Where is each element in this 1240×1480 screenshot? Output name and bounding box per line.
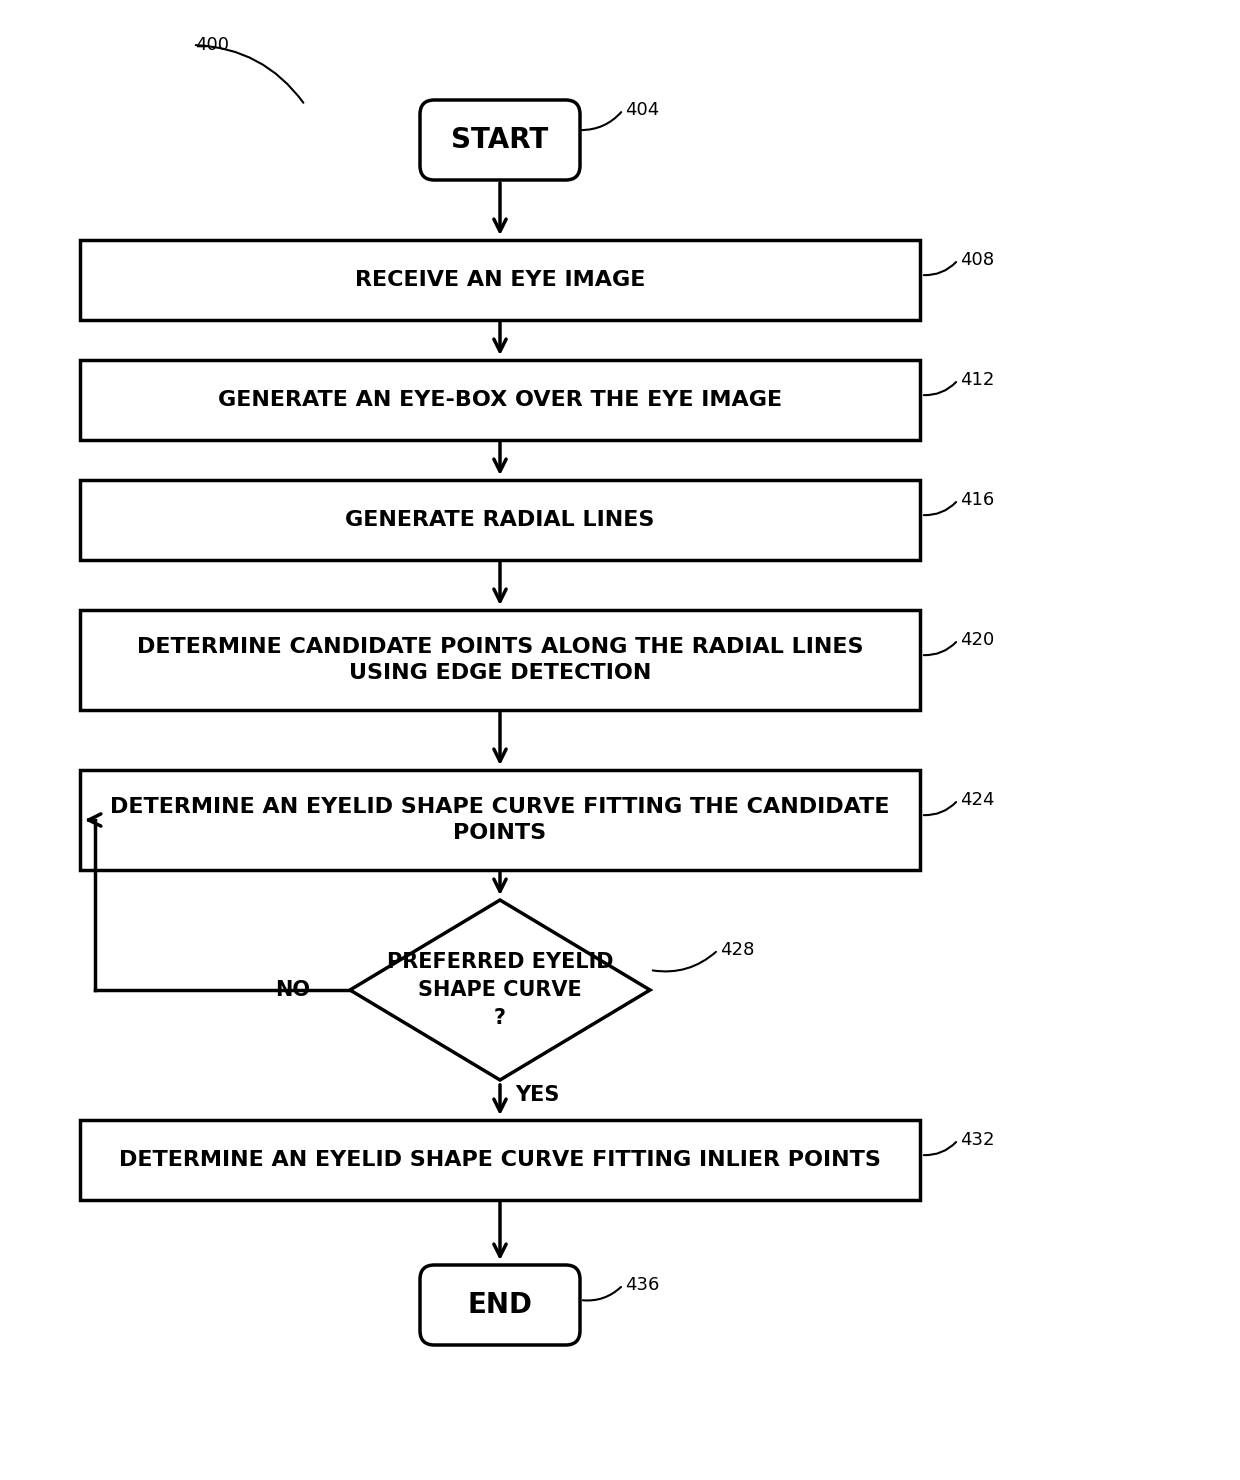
- Text: NO: NO: [275, 980, 310, 1000]
- FancyBboxPatch shape: [420, 1265, 580, 1345]
- Text: END: END: [467, 1291, 532, 1319]
- FancyBboxPatch shape: [420, 101, 580, 181]
- Text: DETERMINE AN EYELID SHAPE CURVE FITTING INLIER POINTS: DETERMINE AN EYELID SHAPE CURVE FITTING …: [119, 1150, 880, 1171]
- Polygon shape: [350, 900, 650, 1080]
- Text: GENERATE RADIAL LINES: GENERATE RADIAL LINES: [345, 511, 655, 530]
- Text: 408: 408: [960, 252, 994, 269]
- Text: 432: 432: [960, 1131, 994, 1148]
- Bar: [81, 360, 920, 440]
- Text: DETERMINE CANDIDATE POINTS ALONG THE RADIAL LINES
USING EDGE DETECTION: DETERMINE CANDIDATE POINTS ALONG THE RAD…: [136, 636, 863, 684]
- Text: DETERMINE AN EYELID SHAPE CURVE FITTING THE CANDIDATE
POINTS: DETERMINE AN EYELID SHAPE CURVE FITTING …: [110, 796, 890, 844]
- Text: YES: YES: [515, 1085, 559, 1106]
- Text: PREFERRED EYELID
SHAPE CURVE
?: PREFERRED EYELID SHAPE CURVE ?: [387, 952, 614, 1029]
- Text: 436: 436: [625, 1276, 660, 1294]
- Text: START: START: [451, 126, 548, 154]
- Text: 420: 420: [960, 630, 994, 650]
- Bar: [81, 480, 920, 559]
- Text: 404: 404: [625, 101, 660, 118]
- Text: 412: 412: [960, 371, 994, 389]
- Text: 400: 400: [195, 36, 229, 53]
- Text: 416: 416: [960, 491, 994, 509]
- Bar: [81, 240, 920, 320]
- Text: GENERATE AN EYE-BOX OVER THE EYE IMAGE: GENERATE AN EYE-BOX OVER THE EYE IMAGE: [218, 391, 782, 410]
- Text: RECEIVE AN EYE IMAGE: RECEIVE AN EYE IMAGE: [355, 269, 645, 290]
- Bar: [81, 770, 920, 870]
- Bar: [81, 610, 920, 710]
- Bar: [81, 1120, 920, 1200]
- Text: 428: 428: [720, 941, 754, 959]
- Text: 424: 424: [960, 790, 994, 810]
